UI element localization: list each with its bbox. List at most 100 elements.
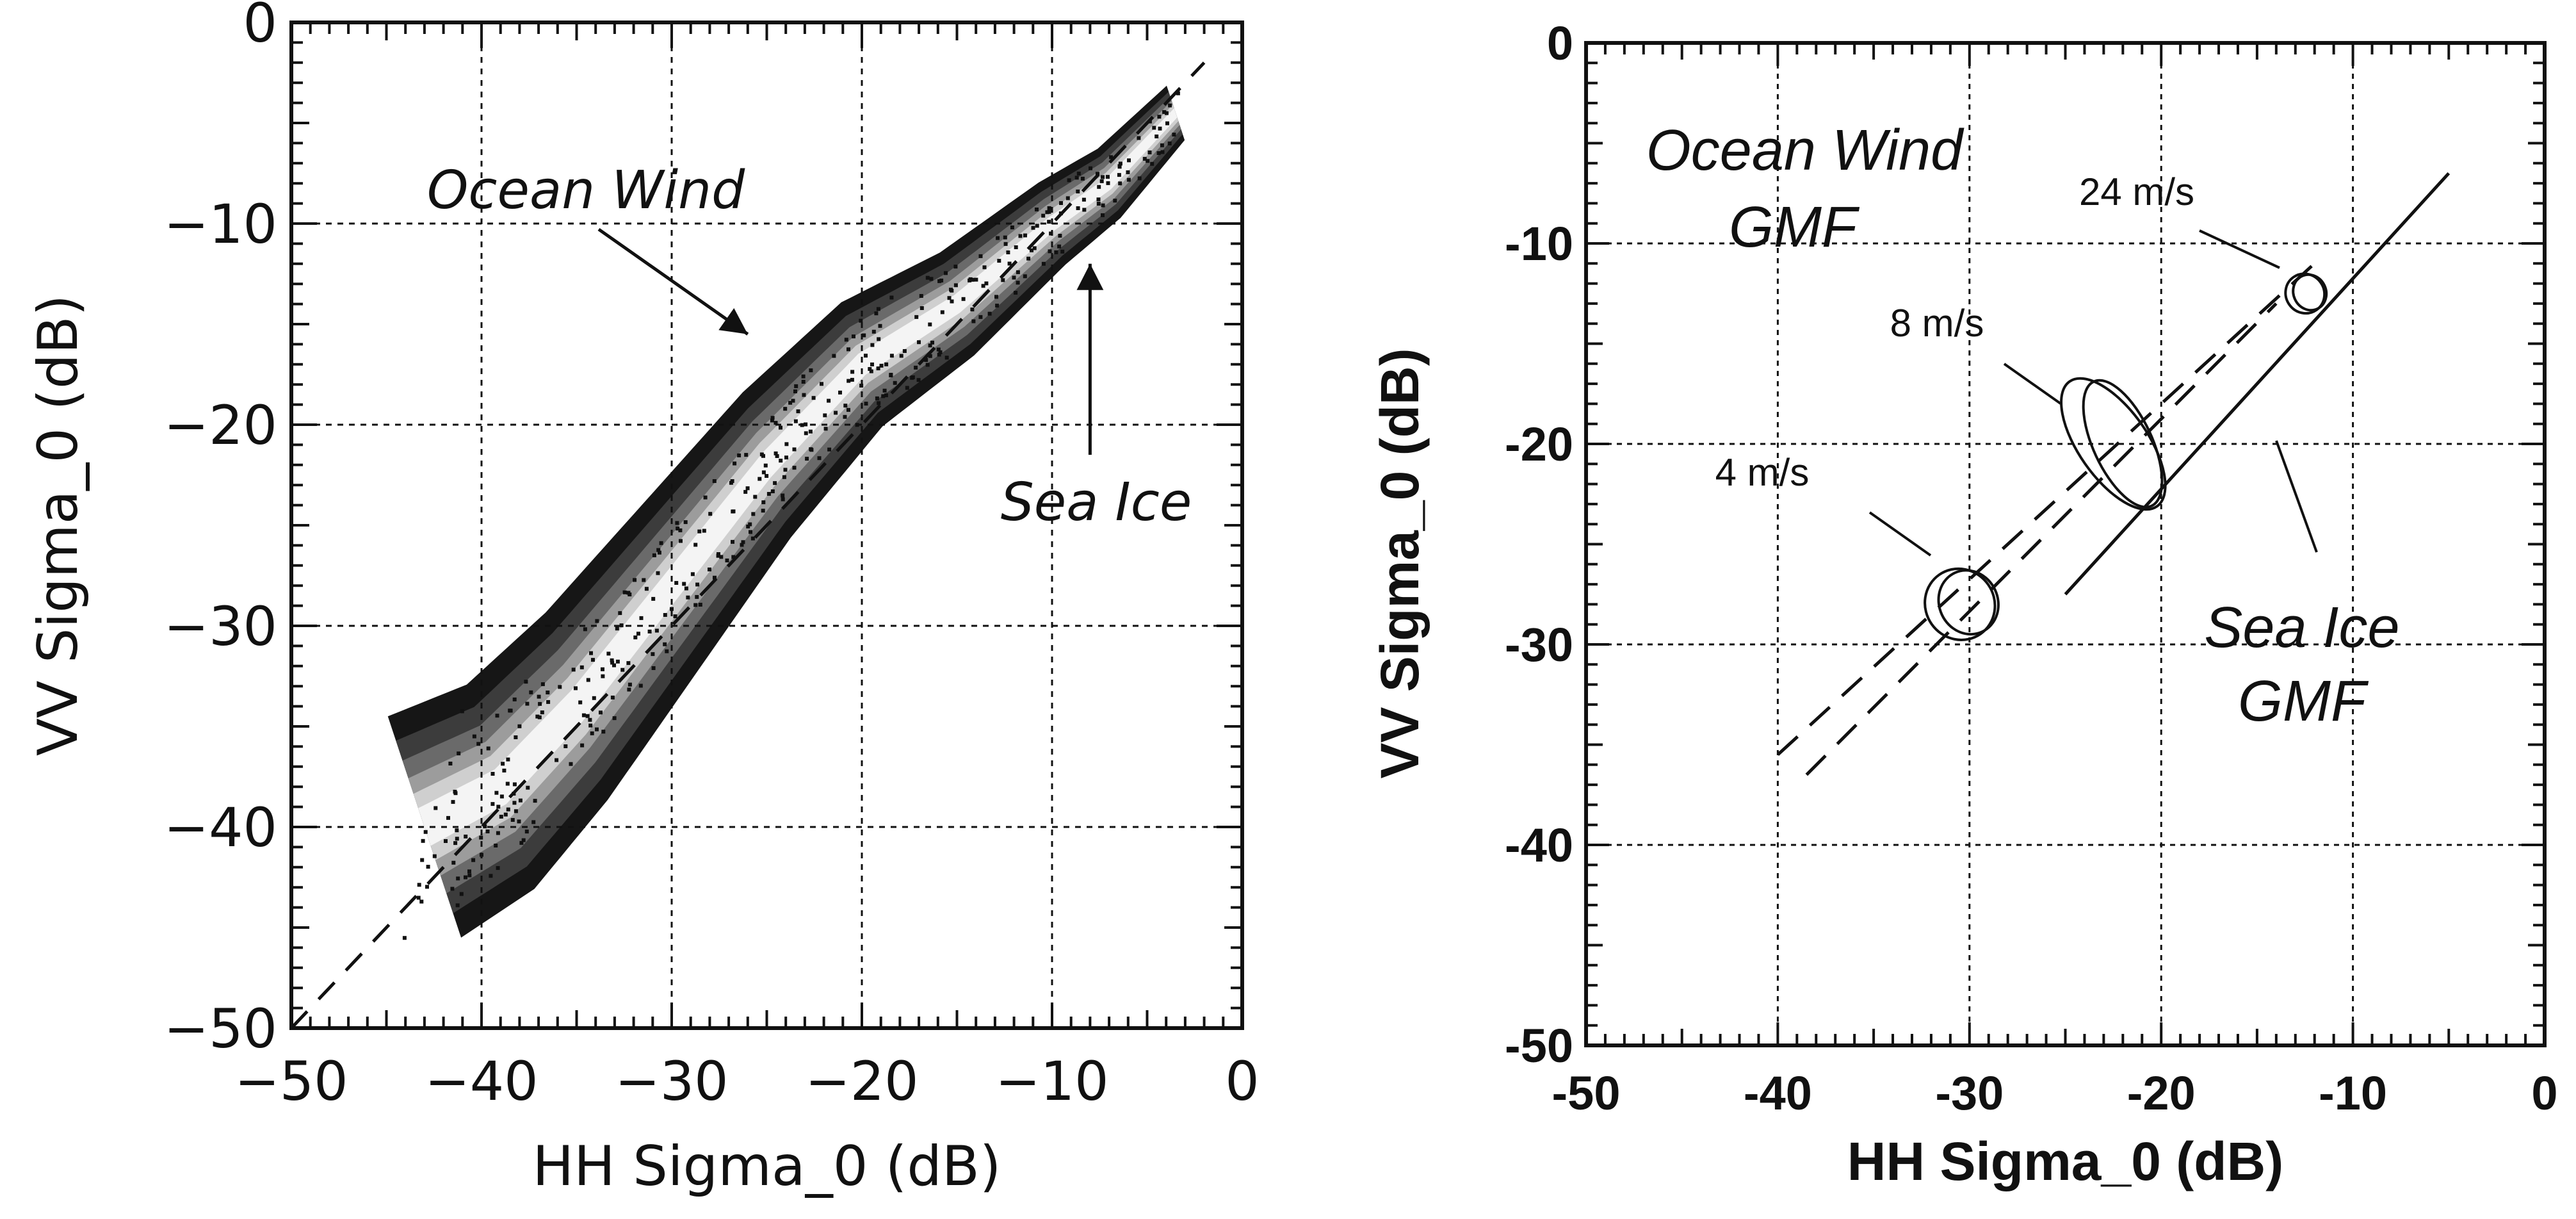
density-speck: [450, 887, 455, 891]
density-speck: [595, 619, 599, 623]
gmf-line-1: [1805, 302, 2278, 776]
density-speck: [781, 497, 785, 502]
density-speck: [925, 275, 930, 280]
density-speck: [1117, 164, 1122, 168]
density-speck: [924, 358, 928, 362]
density-speck: [619, 623, 624, 628]
density-speck: [1076, 189, 1080, 193]
density-speck: [879, 363, 884, 368]
density-speck: [792, 447, 797, 452]
density-speck: [984, 281, 989, 286]
density-speck: [1106, 181, 1110, 185]
density-speck: [503, 812, 508, 817]
density-speck: [421, 839, 425, 843]
density-speck: [759, 452, 764, 457]
density-speck: [1035, 224, 1039, 228]
density-speck: [501, 762, 505, 766]
density-speck: [451, 799, 455, 804]
density-speck: [402, 936, 407, 940]
density-speck: [731, 555, 736, 559]
x-tick-label: 0: [2531, 1067, 2557, 1120]
density-speck: [525, 701, 530, 706]
density-speck: [558, 685, 562, 689]
density-speck: [782, 475, 786, 479]
density-speck: [953, 283, 958, 288]
density-speck: [994, 295, 998, 299]
density-speck: [1137, 176, 1142, 181]
density-speck: [937, 352, 941, 357]
density-speck: [1032, 246, 1037, 250]
density-speck: [651, 652, 655, 657]
density-speck: [847, 379, 851, 383]
label-24-ms: 24 m/s: [2079, 170, 2194, 213]
density-speck: [802, 393, 806, 397]
density-speck: [1045, 210, 1049, 215]
density-speck: [925, 363, 930, 367]
annotation-ocean-wind: Ocean Wind: [427, 160, 745, 221]
density-speck: [490, 802, 495, 806]
density-speck: [1168, 103, 1172, 108]
density-speck: [1076, 171, 1081, 176]
density-speck: [850, 377, 854, 382]
density-speck: [791, 398, 795, 403]
density-speck: [877, 401, 881, 405]
density-speck: [793, 419, 798, 423]
density-speck: [1060, 249, 1065, 254]
density-speck: [537, 715, 542, 719]
density-speck: [526, 785, 530, 790]
density-speck: [471, 858, 476, 862]
density-speck: [889, 373, 893, 377]
density-speck: [510, 818, 515, 822]
density-speck: [1076, 206, 1080, 210]
density-speck: [843, 414, 847, 419]
density-speck: [1041, 261, 1046, 266]
density-speck: [569, 762, 573, 766]
density-speck: [809, 368, 813, 373]
density-speck: [506, 807, 510, 812]
identity-dashed-line: [290, 61, 1206, 1029]
density-speck: [881, 394, 886, 398]
density-speck: [659, 541, 663, 545]
annotation-sea-ice: Sea Ice: [1001, 472, 1192, 533]
density-speck: [657, 550, 661, 555]
density-speck: [538, 701, 542, 706]
density-speck: [761, 470, 766, 475]
density-speck: [1101, 213, 1105, 217]
density-speck: [518, 798, 522, 803]
density-speck: [636, 632, 640, 636]
density-speck: [877, 337, 881, 341]
x-tick-label: -10: [2319, 1067, 2387, 1120]
density-speck: [1054, 250, 1058, 254]
density-speck: [779, 425, 782, 430]
density-speck: [970, 307, 975, 312]
density-speck: [494, 790, 499, 795]
arrowhead-sea-ice: [1076, 263, 1104, 290]
density-speck: [743, 489, 748, 494]
density-speck: [757, 477, 762, 481]
y-tick-label: −20: [164, 394, 277, 457]
density-speck: [496, 866, 500, 871]
density-speck: [796, 409, 800, 414]
density-speck: [1162, 110, 1167, 114]
x-tick-label: -40: [1744, 1067, 1812, 1120]
density-speck: [1014, 291, 1018, 295]
density-speck: [862, 333, 866, 338]
density-speck: [974, 277, 978, 282]
density-speck: [670, 607, 674, 611]
annotation-ocean-wind: Ocean Wind: [1646, 119, 1964, 183]
density-speck: [794, 384, 798, 388]
contour-1: [2060, 377, 2167, 511]
density-speck: [455, 837, 459, 841]
density-speck: [775, 454, 779, 458]
density-speck: [766, 492, 771, 496]
density-speck: [514, 809, 518, 814]
density-speck: [876, 366, 880, 371]
density-speck: [633, 578, 637, 582]
density-speck: [453, 789, 457, 794]
density-speck: [446, 815, 450, 820]
density-speck: [472, 734, 476, 739]
density-speck: [801, 374, 806, 379]
density-speck: [834, 411, 838, 415]
density-speck: [419, 899, 424, 904]
